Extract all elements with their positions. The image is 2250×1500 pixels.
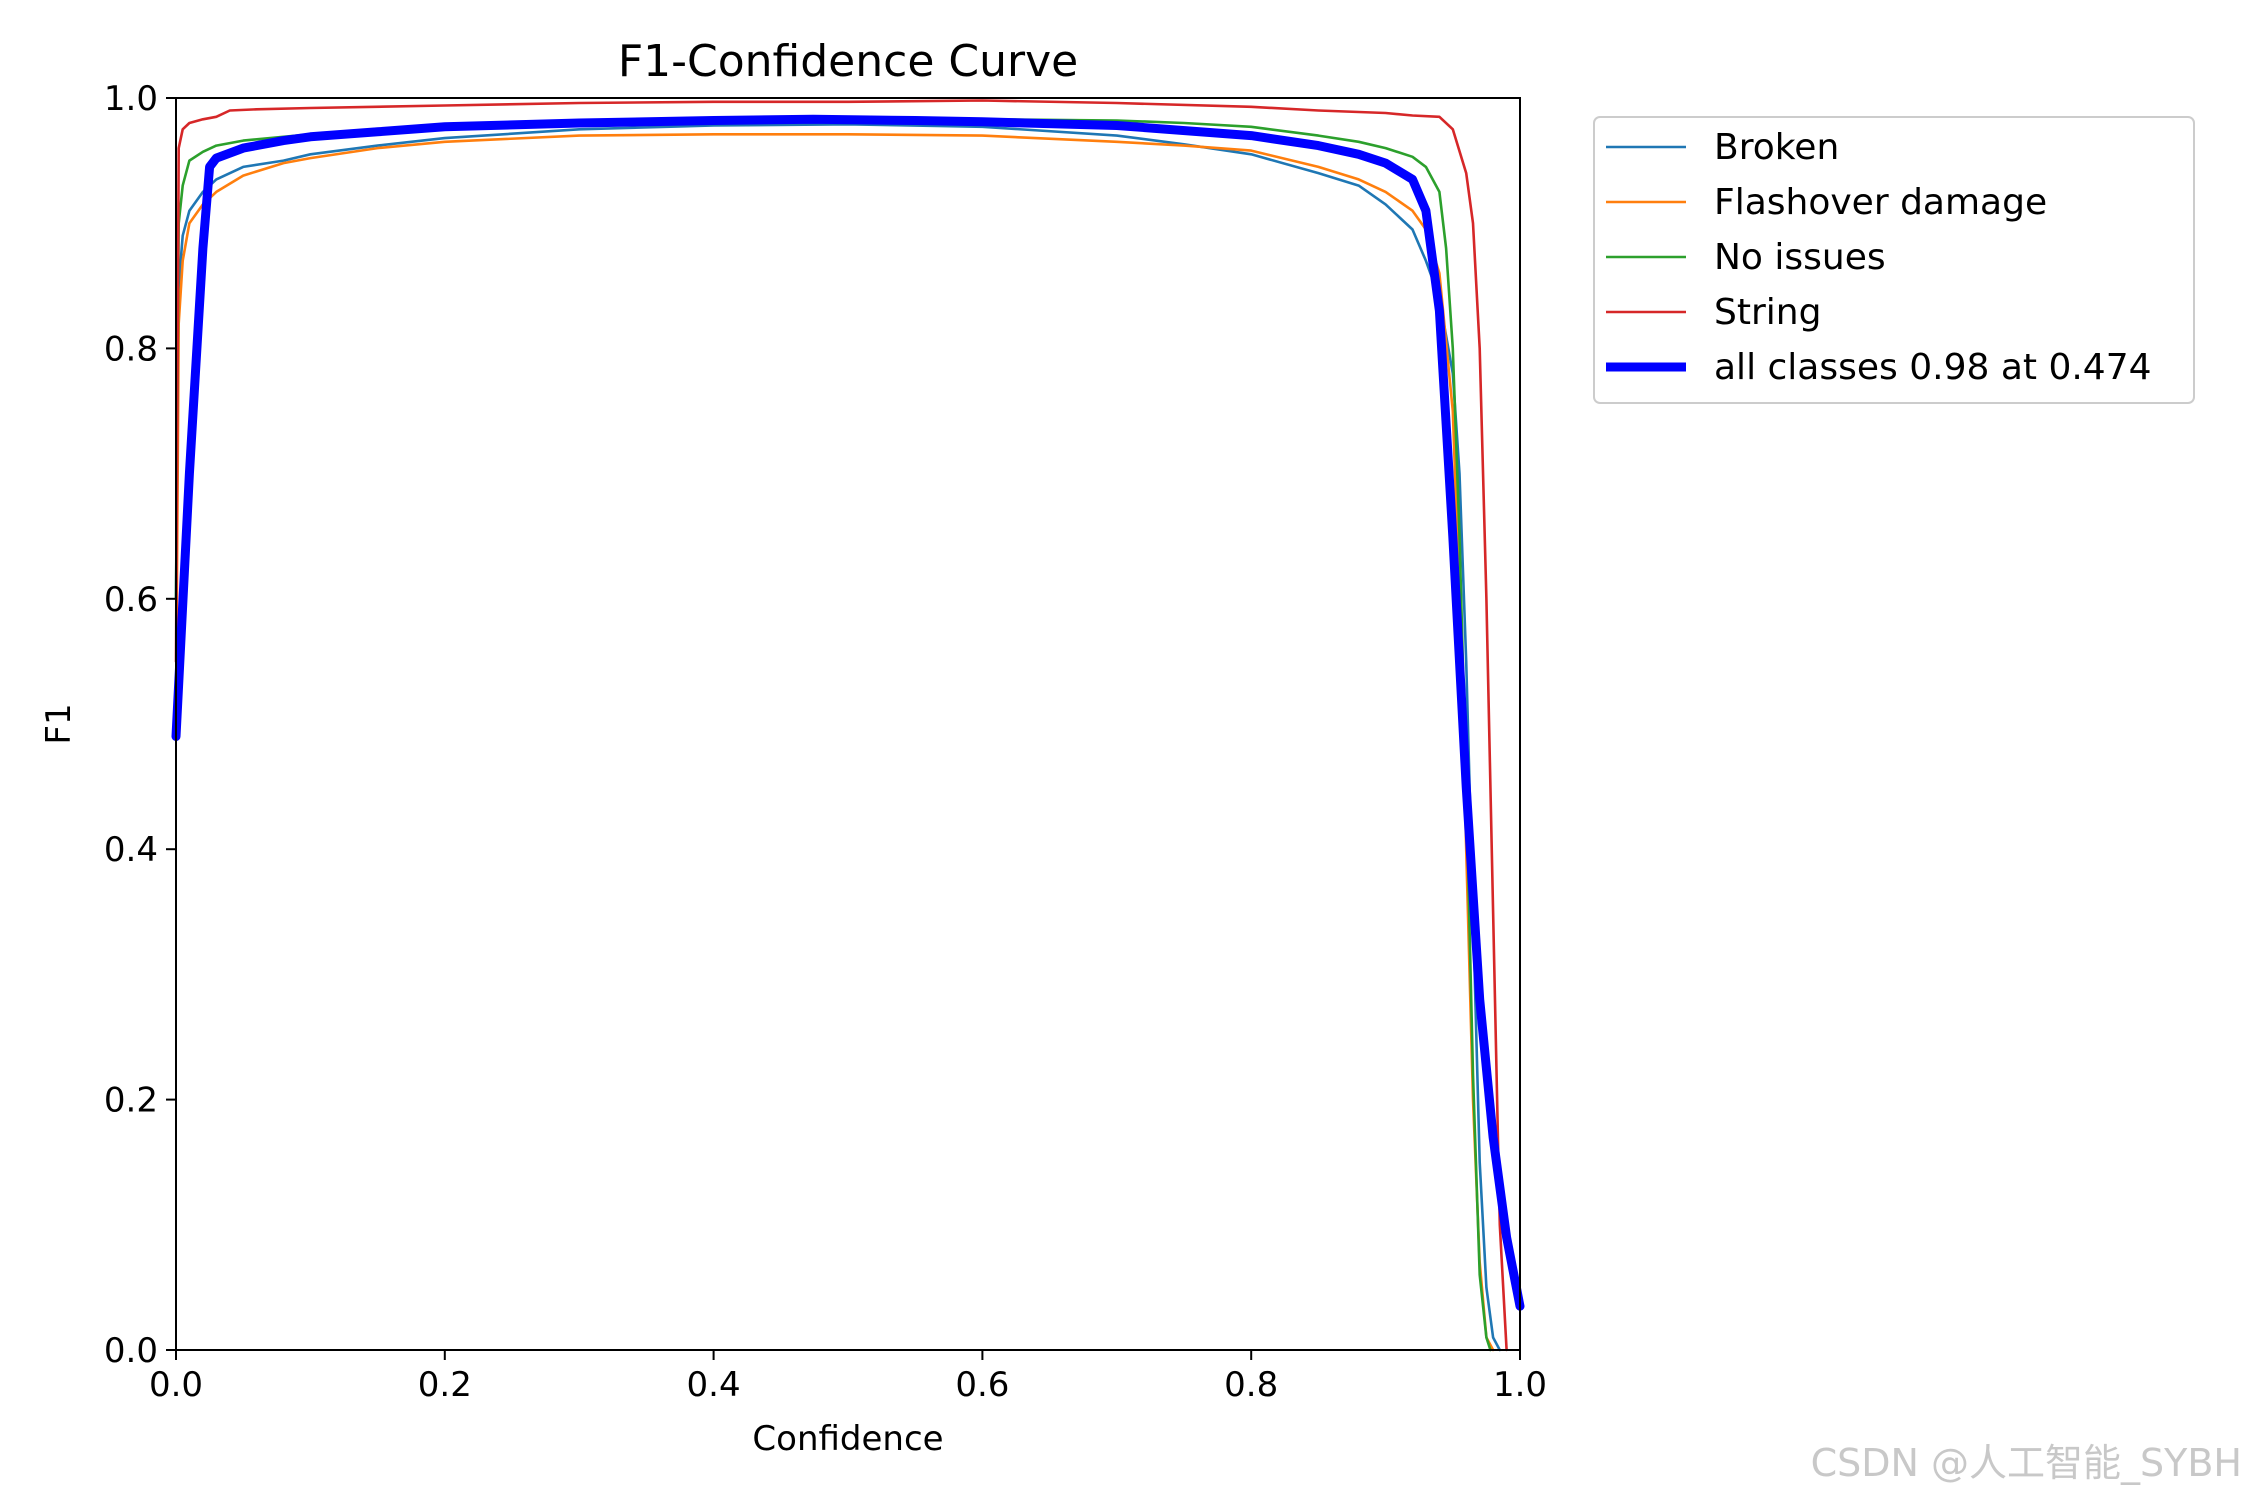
series-line-4 bbox=[171, 114, 1525, 1311]
y-axis-ticks: 0.0 0.2 0.4 0.6 0.8 1.0 bbox=[104, 79, 176, 1371]
x-axis-ticks: 0.0 0.2 0.4 0.6 0.8 1.0 bbox=[149, 1350, 1547, 1405]
plot-frame bbox=[175, 97, 1521, 1351]
legend-label-3: String bbox=[1714, 292, 1821, 333]
x-tick-label: 0.0 bbox=[149, 1365, 203, 1405]
x-tick-label: 0.6 bbox=[955, 1365, 1009, 1405]
y-tick-label: 0.6 bbox=[104, 580, 158, 620]
y-tick-label: 0.0 bbox=[104, 1331, 158, 1371]
y-tick-label: 0.4 bbox=[104, 830, 158, 870]
x-axis-label: Confidence bbox=[752, 1419, 943, 1459]
series-line-0 bbox=[174, 123, 1502, 1352]
x-tick-label: 0.8 bbox=[1224, 1365, 1278, 1405]
watermark: CSDN @人工智能_SYBH bbox=[1811, 1441, 2242, 1485]
legend: Broken Flashover damage No issues String all… bbox=[1593, 116, 2195, 404]
series-line-3 bbox=[174, 99, 1508, 1352]
y-tick-label: 1.0 bbox=[104, 79, 158, 119]
plot-lines bbox=[171, 99, 1525, 1352]
legend-label-1: Flashover damage bbox=[1714, 182, 2047, 223]
y-tick-label: 0.8 bbox=[104, 329, 158, 369]
x-tick-label: 0.4 bbox=[687, 1365, 741, 1405]
y-axis-label: F1 bbox=[39, 703, 79, 744]
x-tick-label: 0.2 bbox=[418, 1365, 472, 1405]
y-tick-label: 0.2 bbox=[104, 1081, 158, 1121]
legend-label-4: all classes 0.98 at 0.474 bbox=[1714, 347, 2152, 388]
chart-title: F1-Confidence Curve bbox=[618, 36, 1078, 87]
legend-box bbox=[1593, 116, 2195, 404]
x-tick-label: 1.0 bbox=[1493, 1365, 1547, 1405]
series-line-2 bbox=[174, 118, 1492, 1352]
legend-label-0: Broken bbox=[1714, 127, 1839, 168]
legend-label-2: No issues bbox=[1714, 237, 1886, 278]
